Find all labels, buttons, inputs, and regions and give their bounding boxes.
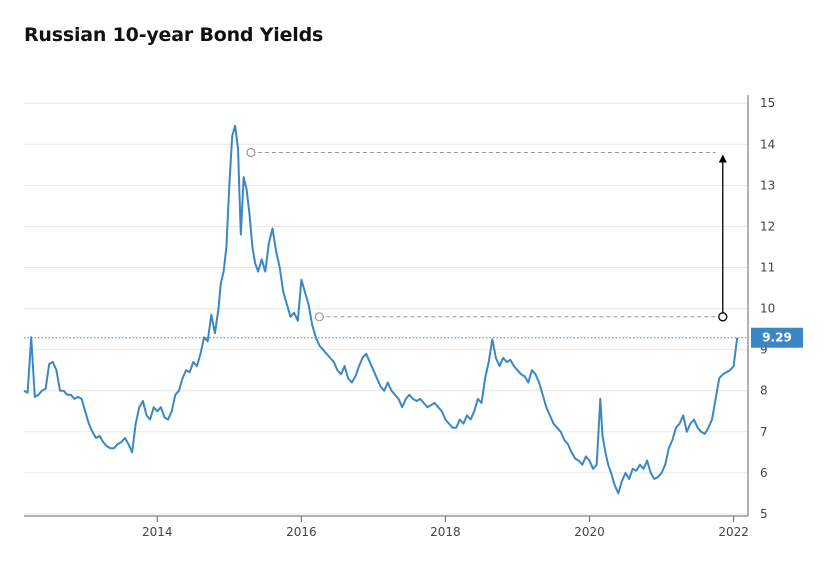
y-tick-label-14: 14 [760,137,775,151]
x-tick-label-2016: 2016 [286,525,317,539]
y-tick-label-8: 8 [760,384,768,398]
y-tick-label-6: 6 [760,466,768,480]
axes: 5 6 7 8 9 10 11 12 13 14 15 2014 2016 2018 2020 2022 [24,95,775,539]
chart-title: Russian 10-year Bond Yields [24,24,324,46]
high-annotation-start-marker [246,147,256,158]
y-tick-label-15: 15 [760,96,775,110]
y-tick-label-5: 5 [760,507,768,521]
gridlines [24,102,748,515]
y-tick-label-11: 11 [760,261,775,275]
y-tick-label-12: 12 [760,219,775,233]
x-tick-label-2014: 2014 [142,525,173,539]
x-tick-label-2022: 2022 [718,525,749,539]
y-tick-label-9: 9 [760,343,768,357]
y-tick-label-13: 13 [760,178,775,192]
last-value-label: 9.29 [762,331,792,345]
low-annotation-start-marker [314,312,324,322]
arrow-base-marker [718,312,728,322]
series-line-0 [23,124,739,495]
last-value-label-box [751,327,803,348]
x-tick-label-2018: 2018 [430,525,461,539]
x-tick-label-2020: 2020 [574,525,605,539]
y-tick-label-10: 10 [760,302,775,316]
arrow-head [718,154,727,163]
series-layer [23,124,739,495]
value-labels: 9.29 [751,327,803,348]
annotations [24,147,748,339]
y-tick-label-7: 7 [760,425,768,439]
